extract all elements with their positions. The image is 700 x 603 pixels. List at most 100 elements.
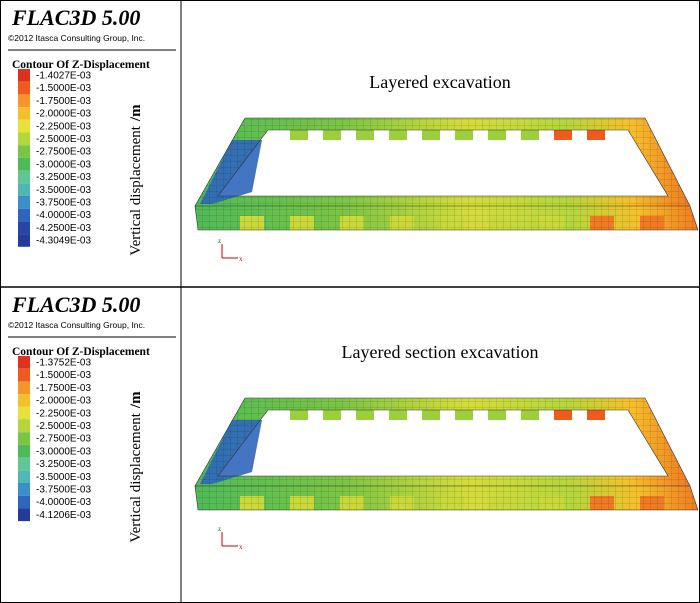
legend-swatch <box>18 419 30 433</box>
triad-label: z <box>218 237 221 245</box>
model-tooth <box>455 410 473 420</box>
legend-label: -4.0000E-03 <box>36 497 91 508</box>
model-tooth <box>521 410 539 420</box>
legend-swatch <box>18 394 30 407</box>
legend-swatch <box>18 107 30 120</box>
model-tooth <box>290 410 308 420</box>
legend-label: -2.2500E-03 <box>36 408 91 419</box>
legend-label: -3.7500E-03 <box>36 198 91 209</box>
model-mesh <box>195 398 698 510</box>
legend-label: -2.0000E-03 <box>36 109 91 120</box>
legend-label: -2.5000E-03 <box>36 134 91 145</box>
legend-swatch <box>18 470 30 483</box>
legend-label: -2.0000E-03 <box>36 396 91 407</box>
model-tooth <box>389 130 407 140</box>
legend-label: -4.1206E-03 <box>36 510 91 521</box>
model-outline <box>194 397 699 511</box>
legend-swatch <box>18 495 30 509</box>
legend-title: Contour Of Z-Displacement <box>12 59 150 71</box>
model-tooth <box>554 130 572 140</box>
axis-label: Vertical displacement/m <box>128 391 144 543</box>
legend-swatch <box>18 508 30 522</box>
model-tooth <box>488 410 506 420</box>
legend-label: -3.2500E-03 <box>36 172 91 183</box>
model-tooth <box>521 130 539 140</box>
model-tooth <box>422 130 440 140</box>
model-mesh <box>195 118 698 230</box>
legend-label: -3.7500E-03 <box>36 485 91 496</box>
legend-swatch <box>18 221 30 235</box>
triad-label: x <box>239 543 243 551</box>
legend-label: -1.5000E-03 <box>36 83 91 94</box>
model-tooth <box>422 410 440 420</box>
legend-swatch <box>18 196 30 209</box>
legend-label: -2.2500E-03 <box>36 121 91 132</box>
legend-swatch <box>18 234 30 247</box>
legend-swatch <box>18 381 30 395</box>
legend-swatch <box>18 81 30 95</box>
model-tooth <box>587 130 605 140</box>
panel: FLAC3D 5.00 ©2012 Itasca Consulting Group… <box>8 5 699 263</box>
axis-label: Vertical displacement/m <box>128 104 144 256</box>
axis-unit: /m <box>128 391 144 409</box>
legend-swatch <box>18 444 30 458</box>
model-tooth <box>290 130 308 140</box>
legend-swatch <box>18 432 30 445</box>
caption: Layered section excavation <box>342 342 539 362</box>
panel: FLAC3D 5.00 ©2012 Itasca Consulting Group… <box>8 292 699 551</box>
model-tooth <box>455 130 473 140</box>
axis-triad <box>221 244 238 259</box>
model-tooth <box>488 130 506 140</box>
model-tooth <box>323 130 341 140</box>
legend-swatch <box>18 69 30 82</box>
axis-label-text: Vertical displacement <box>128 412 144 542</box>
legend-label: -3.5000E-03 <box>36 185 91 196</box>
legend-label: -2.7500E-03 <box>36 147 91 158</box>
triad-label: z <box>218 525 221 533</box>
model-tooth <box>356 410 374 420</box>
model-tooth <box>587 410 605 420</box>
legend-label: -1.5000E-03 <box>36 370 91 381</box>
legend-title: Contour Of Z-Displacement <box>12 346 150 358</box>
legend-label: -3.0000E-03 <box>36 159 91 170</box>
legend-swatch <box>18 483 30 496</box>
legend-label: -3.0000E-03 <box>36 446 91 457</box>
legend-swatch <box>18 170 30 184</box>
legend-swatch <box>18 145 30 158</box>
software-title: FLAC3D 5.00 <box>11 5 140 30</box>
axis-label-text: Vertical displacement <box>128 125 144 255</box>
legend-label: -1.7500E-03 <box>36 96 91 107</box>
model-top <box>195 398 690 486</box>
software-title: FLAC3D 5.00 <box>11 292 140 317</box>
model-tooth <box>323 410 341 420</box>
axis-triad <box>221 532 238 547</box>
legend-swatch <box>18 208 30 222</box>
legend-label: -3.2500E-03 <box>36 459 91 470</box>
legend-label: -4.3049E-03 <box>36 236 91 247</box>
legend-swatch <box>18 457 30 471</box>
model-tooth <box>389 410 407 420</box>
caption: Layered excavation <box>369 72 510 92</box>
legend-label: -1.7500E-03 <box>36 383 91 394</box>
legend-swatch <box>18 119 30 133</box>
legend-swatch <box>18 406 30 420</box>
model-tooth <box>554 410 572 420</box>
legend-swatch <box>18 94 30 108</box>
legend-swatch <box>18 356 30 369</box>
model-top <box>195 118 690 206</box>
legend-label: -4.2500E-03 <box>36 223 91 234</box>
legend-swatch <box>18 157 30 171</box>
legend-swatch <box>18 183 30 196</box>
triad-label: x <box>239 255 243 263</box>
legend-swatch <box>18 132 30 146</box>
legend-label: -3.5000E-03 <box>36 472 91 483</box>
legend-swatch <box>18 368 30 382</box>
legend-label: -1.4027E-03 <box>36 71 91 82</box>
model-tooth <box>356 130 374 140</box>
legend-label: -2.5000E-03 <box>36 421 91 432</box>
model-outline <box>194 117 699 231</box>
axis-unit: /m <box>128 104 144 122</box>
legend-label: -1.3752E-03 <box>36 358 91 369</box>
legend-label: -4.0000E-03 <box>36 210 91 221</box>
